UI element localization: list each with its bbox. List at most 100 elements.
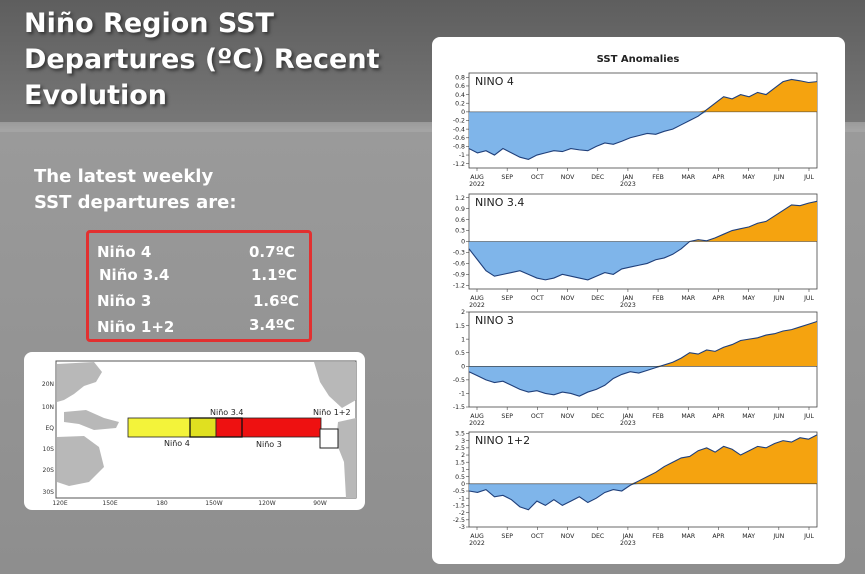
chart-title: SST Anomalies [597, 54, 680, 65]
map-region-nino4 [127, 417, 191, 438]
y-tick-label: -0.4 [453, 126, 465, 133]
x-tick-label: MAY [742, 295, 755, 302]
x-year-label: 2022 [469, 420, 485, 427]
x-tick-label: AUG [470, 174, 484, 181]
x-tick-label: AUG [470, 413, 484, 420]
x-tick-label: JAN [622, 413, 634, 420]
y-tick-label: -1 [459, 391, 465, 398]
x-tick-label: APR [712, 533, 725, 540]
sst-anomalies-chart: SST Anomalies NINO 40.80.60.40.20-0.2-0.… [453, 54, 818, 547]
x-tick-label: OCT [531, 295, 544, 302]
y-tick-label: -1.2 [453, 161, 465, 168]
nino-regions-map-card: Niño 3.4 Niño 4 Niño 3 Niño 1+2 20N 10N … [24, 352, 365, 510]
asia-landmass [57, 362, 102, 402]
y-tick-label: 0.5 [455, 474, 465, 481]
y-tick-label: 1 [461, 336, 465, 343]
y-tick-label: 1.5 [455, 323, 465, 330]
x-tick-label: JUL [803, 174, 814, 181]
x-tick-label: OCT [531, 174, 544, 181]
nino-regions-map: Niño 3.4 Niño 4 Niño 3 Niño 1+2 20N 10N … [42, 360, 357, 507]
x-tick-label: SEP [501, 295, 513, 302]
map-lon-label: 120W [258, 500, 275, 507]
y-tick-label: -0.8 [453, 144, 465, 151]
region-label-nino3: Niño 3 [97, 292, 152, 310]
map-lon-label: 90W [313, 500, 327, 507]
x-tick-label: MAY [742, 174, 755, 181]
panel-label: NINO 3 [475, 314, 514, 327]
x-tick-label: OCT [531, 413, 544, 420]
x-tick-label: SEP [501, 174, 513, 181]
map-region-nino4-east [189, 417, 217, 438]
y-tick-label: 0.9 [455, 206, 465, 213]
y-tick-label: 2.5 [455, 445, 465, 452]
y-tick-label: 0 [461, 109, 465, 116]
x-tick-label: MAY [742, 533, 755, 540]
x-year-label: 2023 [620, 420, 636, 427]
x-year-label: 2023 [620, 181, 636, 188]
panel-label: NINO 1+2 [475, 434, 530, 447]
latest-values-box: Niño 4 0.7ºC Niño 3.4 1.1ºC Niño 3 1.6ºC… [86, 230, 312, 342]
x-tick-label: MAR [681, 533, 696, 540]
y-tick-label: -0.6 [453, 135, 465, 142]
x-tick-label: JUN [772, 295, 784, 302]
positive-anomaly-area [469, 321, 817, 367]
x-tick-label: JAN [622, 533, 634, 540]
region-label-nino12: Niño 1+2 [97, 318, 175, 336]
x-year-label: 2023 [620, 302, 636, 309]
x-tick-label: APR [712, 413, 725, 420]
maritime-continent [64, 410, 119, 430]
y-tick-label: -0.3 [453, 250, 465, 257]
anomaly-series-line [468, 78, 818, 160]
x-tick-label: JUN [772, 533, 784, 540]
x-tick-label: DEC [591, 413, 604, 420]
x-tick-label: MAY [742, 413, 755, 420]
map-lat-label: 20S [43, 467, 55, 474]
positive-anomaly-area [469, 201, 817, 242]
map-region-nino3 [215, 417, 322, 438]
map-label-nino34: Niño 3.4 [210, 408, 243, 417]
map-lon-label: 180 [156, 500, 168, 507]
panel-label: NINO 3.4 [475, 196, 524, 209]
y-tick-label: 2 [461, 309, 465, 316]
x-tick-label: FEB [652, 174, 664, 181]
y-tick-label: -0.5 [453, 377, 465, 384]
y-tick-label: -0.9 [453, 272, 465, 279]
x-tick-label: FEB [652, 413, 664, 420]
x-tick-label: APR [712, 174, 725, 181]
positive-anomaly-area [469, 79, 817, 112]
x-tick-label: JUN [772, 413, 784, 420]
x-tick-label: JAN [622, 174, 634, 181]
map-label-nino12: Niño 1+2 [313, 408, 351, 417]
y-tick-label: 0.5 [455, 350, 465, 357]
intro-text: The latest weekly SST departures are: [34, 166, 237, 213]
x-tick-label: SEP [501, 413, 513, 420]
negative-anomaly-area [469, 241, 817, 280]
x-tick-label: NOV [561, 174, 575, 181]
y-tick-label: -1 [459, 495, 465, 502]
x-tick-label: DEC [591, 295, 604, 302]
x-tick-label: NOV [561, 533, 575, 540]
x-tick-label: DEC [591, 174, 604, 181]
x-tick-label: AUG [470, 533, 484, 540]
x-year-label: 2022 [469, 181, 485, 188]
negative-anomaly-area [469, 483, 817, 510]
x-tick-label: JAN [622, 295, 634, 302]
x-tick-label: JUL [803, 413, 814, 420]
region-value-nino34: 1.1ºC [251, 266, 298, 284]
south-america-landmass [336, 418, 356, 498]
y-tick-label: 0.4 [455, 92, 465, 99]
y-tick-label: -1.5 [453, 503, 465, 510]
negative-anomaly-area [469, 366, 817, 397]
region-value-nino12: 3.4ºC [249, 316, 296, 334]
region-value-nino4: 0.7ºC [249, 243, 296, 261]
map-lat-label: 30S [43, 489, 55, 496]
map-lat-label: 10N [42, 404, 54, 411]
region-label-nino34: Niño 3.4 [99, 266, 170, 284]
y-tick-label: -0.2 [453, 118, 465, 125]
x-tick-label: NOV [561, 295, 575, 302]
x-year-label: 2022 [469, 302, 485, 309]
anomaly-series-line [468, 320, 818, 397]
x-year-label: 2022 [469, 540, 485, 547]
x-tick-label: SEP [501, 533, 513, 540]
map-lat-label: EQ [45, 425, 54, 432]
